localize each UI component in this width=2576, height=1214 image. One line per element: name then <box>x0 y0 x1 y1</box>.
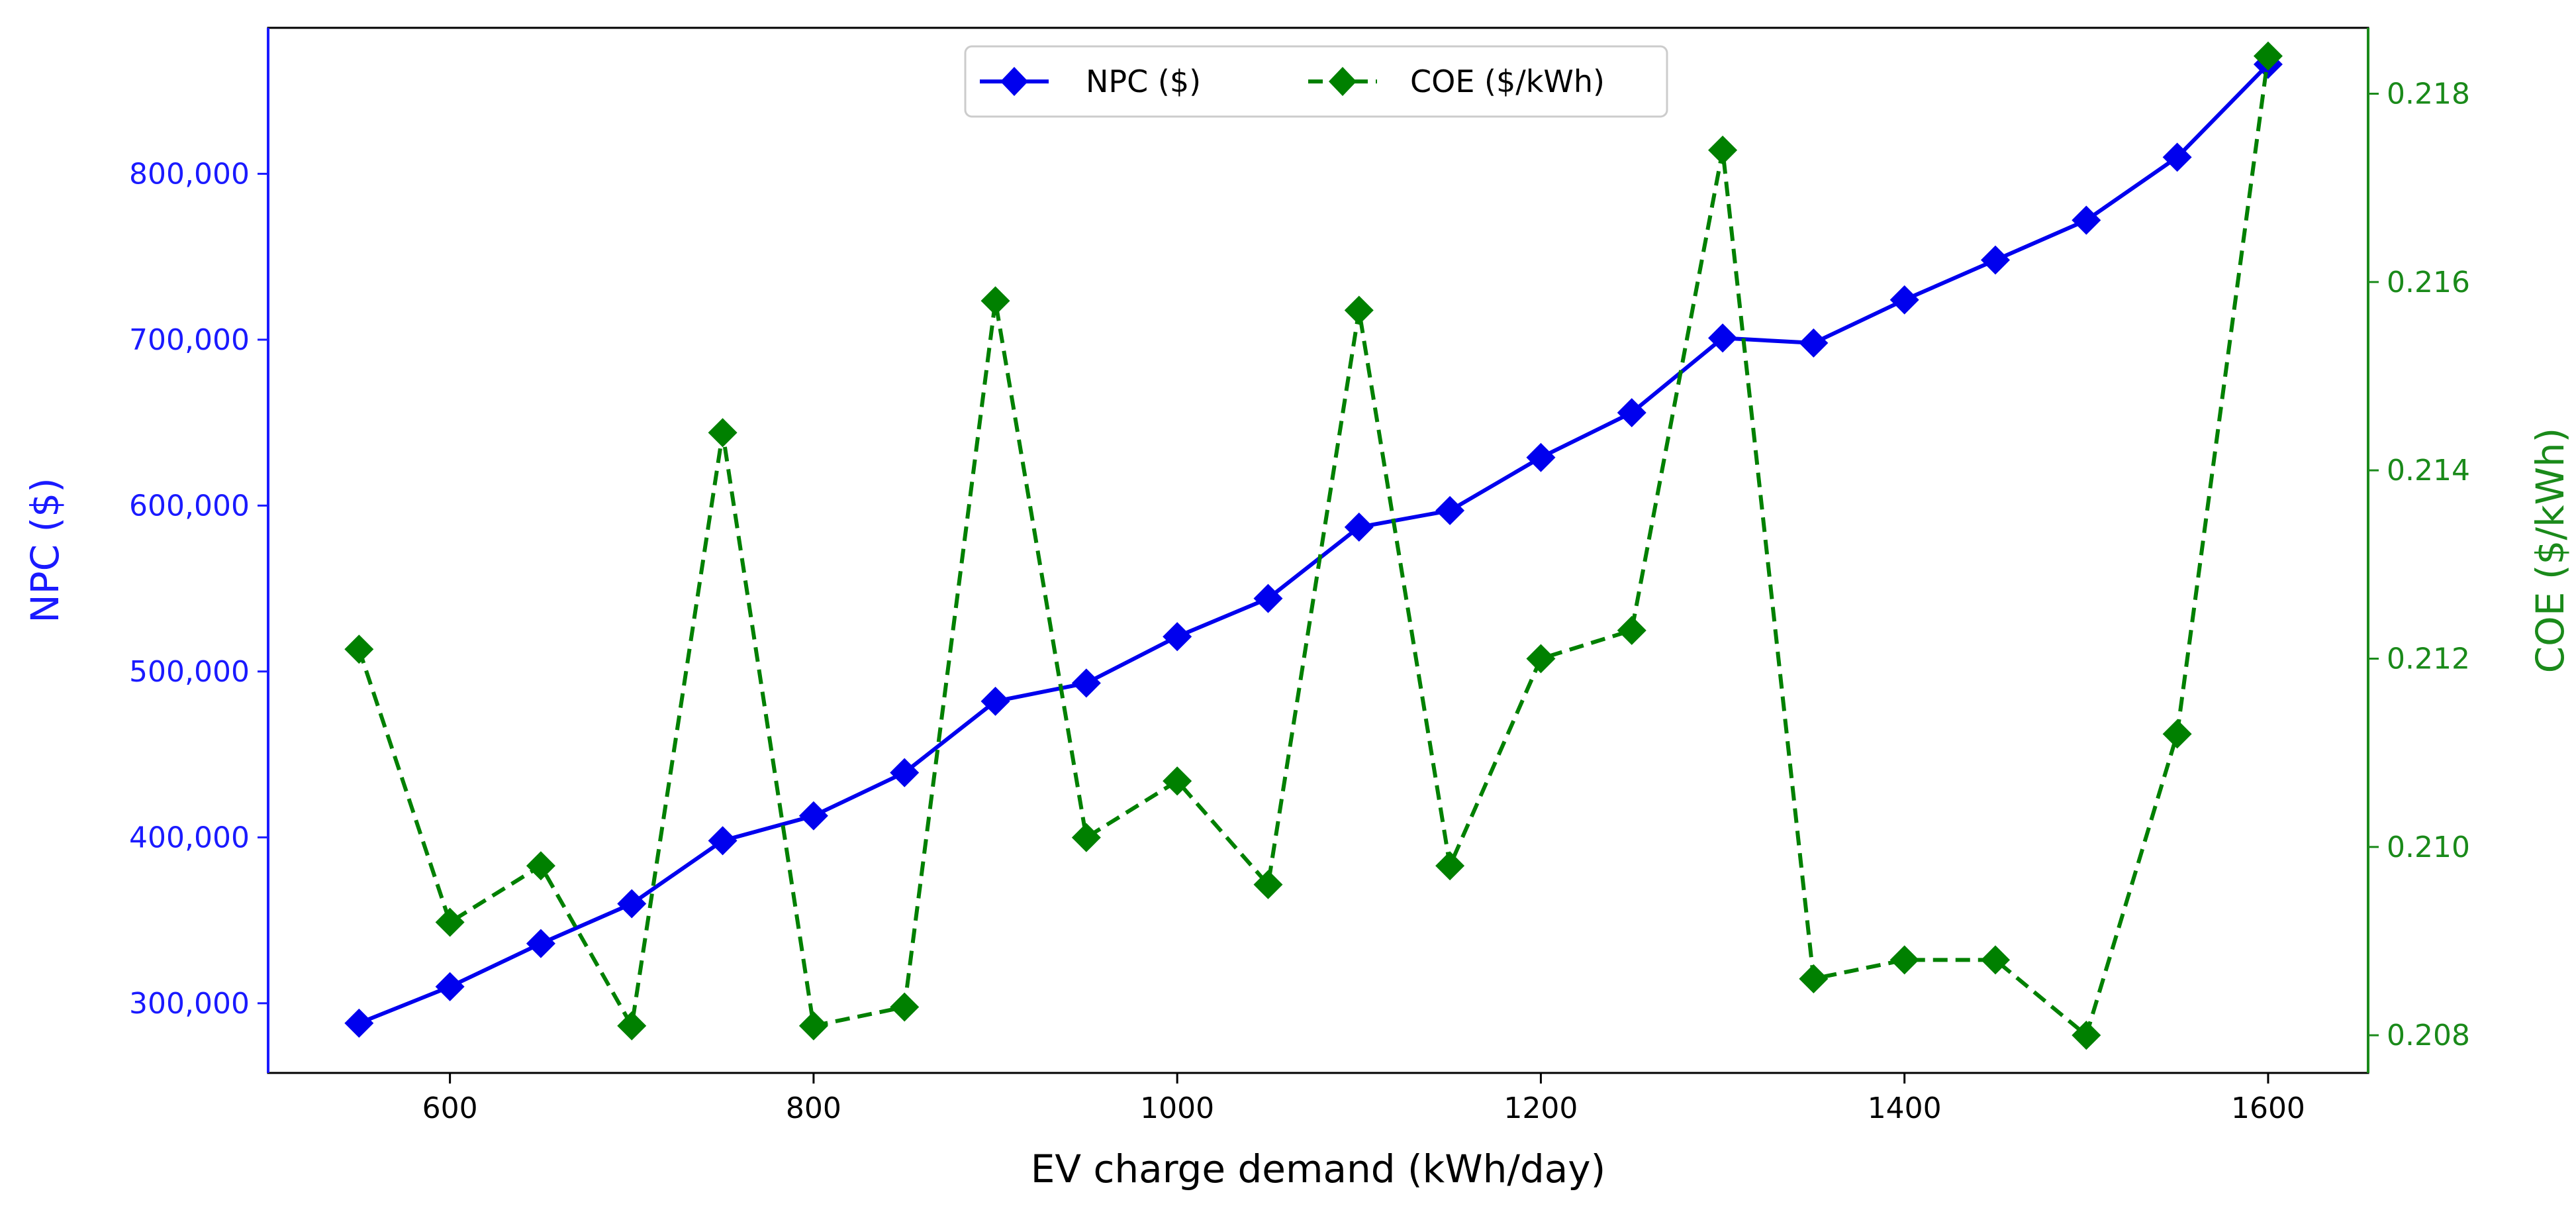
right-y-tick-label: 0.210 <box>2387 831 2470 864</box>
left-y-axis-ticks: 300,000 400,000 500,000 600,000 700,000 800,0… <box>129 157 268 1021</box>
coe-data-point <box>1344 295 1374 325</box>
npc-data-point <box>526 929 555 958</box>
x-axis-ticks: 600 800 1000 1200 1400 1600 <box>422 1073 2305 1125</box>
x-tick-label: 1200 <box>1503 1091 1578 1125</box>
npc-data-point <box>1617 398 1646 428</box>
coe-data-point <box>1889 945 1919 975</box>
coe-data-point <box>708 418 738 448</box>
coe-data-point <box>1617 615 1646 645</box>
coe-data-point <box>2253 41 2283 71</box>
coe-data-point <box>1435 851 1465 881</box>
coe-data-point <box>344 634 374 664</box>
x-tick-label: 800 <box>786 1091 841 1125</box>
coe-data-point <box>1526 644 1556 674</box>
coe-data-point <box>1708 135 1738 165</box>
coe-markers <box>344 41 2283 1050</box>
coe-data-point <box>617 1011 647 1040</box>
npc-data-point <box>1708 323 1738 353</box>
x-axis-title: EV charge demand (kWh/day) <box>1031 1146 1605 1191</box>
npc-data-point <box>617 889 647 919</box>
npc-data-point <box>2072 205 2101 235</box>
legend-coe-marker-icon <box>1329 67 1357 96</box>
coe-data-point <box>1981 945 2011 975</box>
npc-series-line <box>358 63 2270 1025</box>
right-y-tick-label: 0.214 <box>2387 454 2470 487</box>
legend-coe-label: COE ($/kWh) <box>1410 64 1605 99</box>
coe-data-point <box>1163 766 1192 796</box>
right-y-tick-label: 0.212 <box>2387 642 2470 676</box>
x-tick-label: 1600 <box>2231 1091 2305 1125</box>
npc-data-point <box>344 1008 374 1038</box>
x-tick-label: 1400 <box>1868 1091 1942 1125</box>
coe-series-line <box>357 56 2270 1038</box>
coe-data-point <box>435 907 465 937</box>
coe-data-point <box>2072 1021 2101 1050</box>
npc-data-point <box>1799 328 1829 358</box>
npc-data-point <box>435 972 465 1001</box>
npc-data-point <box>1435 495 1465 525</box>
legend: NPC ($) COE ($/kWh) <box>964 45 1668 118</box>
x-tick-label: 600 <box>422 1091 478 1125</box>
npc-markers <box>344 50 2283 1038</box>
coe-data-point <box>526 851 555 881</box>
npc-data-point <box>2162 142 2192 172</box>
left-y-tick-label: 300,000 <box>129 987 250 1021</box>
right-y-axis-ticks: 0.208 0.210 0.212 0.214 0.216 0.218 <box>2368 77 2470 1052</box>
right-y-tick-label: 0.218 <box>2387 77 2470 111</box>
npc-data-point <box>890 758 920 787</box>
coe-data-point <box>1799 964 1829 993</box>
npc-data-point <box>1071 668 1101 698</box>
coe-data-point <box>1253 870 1283 899</box>
coe-data-point <box>798 1011 828 1040</box>
left-y-tick-label: 800,000 <box>129 157 250 191</box>
left-y-axis-title: NPC ($) <box>23 478 68 623</box>
legend-npc-label: NPC ($) <box>1086 64 1201 99</box>
npc-data-point <box>1981 245 2011 275</box>
coe-data-point <box>2162 719 2192 749</box>
npc-data-point <box>1163 622 1192 652</box>
right-y-tick-label: 0.208 <box>2387 1019 2470 1052</box>
coe-data-point <box>1071 823 1101 852</box>
left-y-tick-label: 400,000 <box>129 821 250 854</box>
npc-data-point <box>798 801 828 831</box>
npc-data-point <box>1526 442 1556 472</box>
x-tick-label: 1000 <box>1140 1091 1214 1125</box>
legend-npc-marker-icon <box>1000 67 1028 96</box>
right-y-tick-label: 0.216 <box>2387 266 2470 299</box>
npc-data-point <box>980 686 1010 716</box>
left-y-tick-label: 700,000 <box>129 323 250 357</box>
plot-area <box>344 41 2283 1050</box>
coe-data-point <box>980 286 1010 316</box>
right-y-axis-title: COE ($/kWh) <box>2528 428 2573 674</box>
npc-data-point <box>1253 583 1283 613</box>
npc-data-point <box>708 826 738 856</box>
npc-data-point <box>1889 285 1919 315</box>
left-y-tick-label: 500,000 <box>129 655 250 689</box>
npc-data-point <box>1344 512 1374 542</box>
left-y-tick-label: 600,000 <box>129 489 250 523</box>
coe-data-point <box>890 992 920 1022</box>
